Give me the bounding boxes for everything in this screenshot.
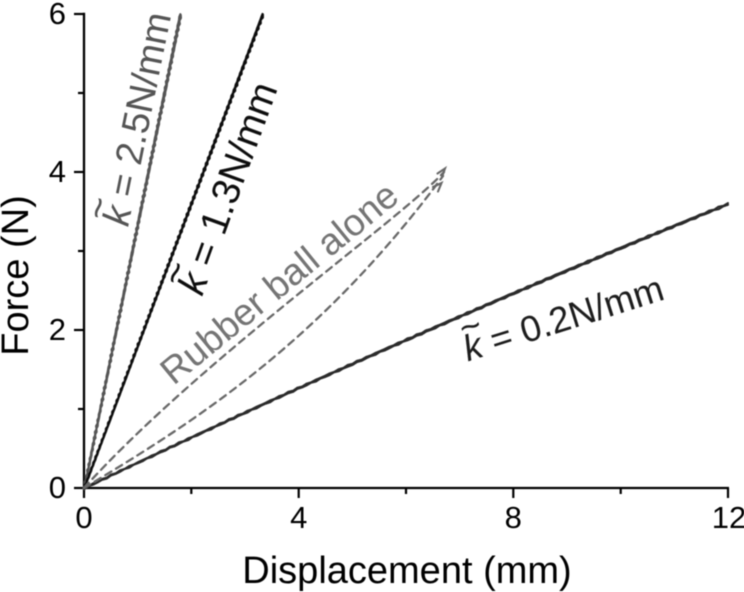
svg-text:6: 6 (49, 0, 66, 31)
svg-text:Force (N): Force (N) (0, 195, 37, 355)
svg-text:12: 12 (712, 500, 744, 535)
svg-text:Displacement (mm): Displacement (mm) (242, 550, 571, 592)
svg-text:4: 4 (49, 154, 66, 189)
svg-text:2: 2 (49, 312, 66, 347)
svg-text:4: 4 (290, 500, 307, 535)
svg-text:0: 0 (49, 470, 66, 505)
svg-text:8: 8 (505, 500, 522, 535)
svg-text:0: 0 (75, 500, 92, 535)
